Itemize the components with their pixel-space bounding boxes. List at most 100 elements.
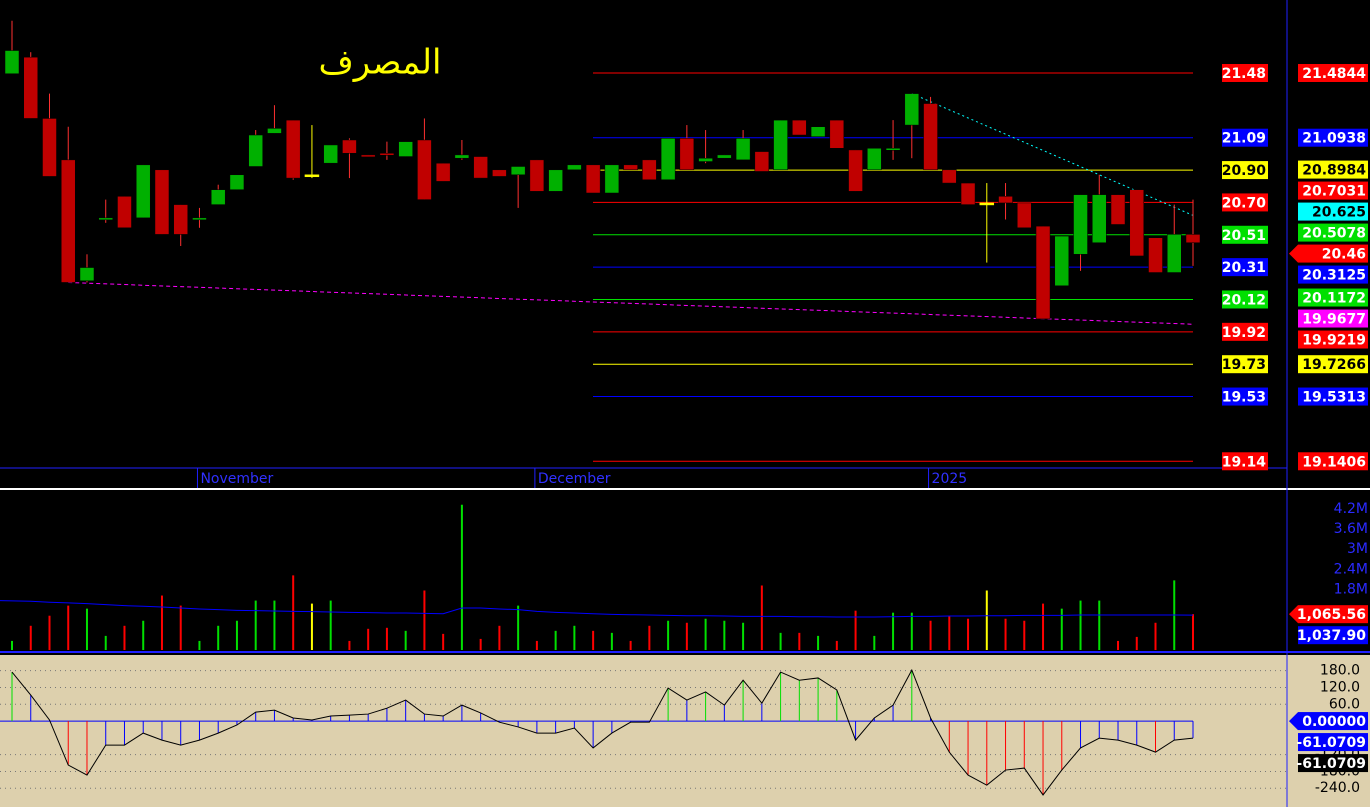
candle-body <box>173 204 188 235</box>
level-label-text: 20.31 <box>1222 260 1266 276</box>
level-label-bg <box>1222 128 1268 147</box>
price-label-text: 20.5078 <box>1302 226 1366 242</box>
level-label: 19.92 <box>1222 322 1268 341</box>
candle-body <box>229 174 245 190</box>
candle-body <box>379 152 395 156</box>
oscillator-zero-label-bg <box>1298 712 1368 731</box>
price-label-bg <box>1298 223 1368 242</box>
candle-body <box>79 267 95 282</box>
candle-body <box>585 164 601 194</box>
price-label-text: 20.8984 <box>1302 163 1366 179</box>
candle-body <box>304 174 320 178</box>
volume-ma-label-text: 1,037.90 <box>1297 628 1366 644</box>
volume-tick-label: 4.2M <box>1334 501 1368 517</box>
price-label: 20.7031 <box>1298 181 1368 200</box>
price-label: 19.1406 <box>1298 452 1368 471</box>
candle-body <box>1054 235 1070 287</box>
candle-body <box>285 119 301 179</box>
volume-tick-label: 3M <box>1347 541 1368 557</box>
volume-ma <box>0 600 1194 618</box>
volume-last-label-bg <box>1298 605 1368 624</box>
oscillator-last-label: -61.0709 <box>1296 754 1368 773</box>
price-label-bg <box>1298 244 1368 263</box>
price-label-text: 19.7266 <box>1302 357 1366 373</box>
level-label-bg <box>1222 258 1268 277</box>
price-label: 19.5313 <box>1298 387 1368 406</box>
oscillator-line <box>11 668 1194 796</box>
candle-body <box>1185 234 1201 243</box>
price-label-text: 20.7031 <box>1302 184 1366 200</box>
candle-body <box>773 119 788 171</box>
trendline <box>911 93 1194 216</box>
candle-body <box>98 217 113 221</box>
x-tick-label: December <box>538 471 611 487</box>
level-label-bg <box>1222 387 1268 406</box>
level-label-text: 20.12 <box>1222 292 1266 308</box>
level-label-text: 21.48 <box>1222 66 1266 82</box>
candle-body <box>267 128 282 134</box>
price-label: 20.1172 <box>1298 288 1368 307</box>
candle-body <box>679 138 695 171</box>
candle-body <box>698 157 713 162</box>
price-label: 20.8984 <box>1298 160 1368 179</box>
level-label-bg <box>1222 355 1268 374</box>
oscillator-tick-label: 60.0 <box>1329 696 1360 712</box>
price-label: 21.0938 <box>1298 128 1368 147</box>
volume-last-label: 1,065.56 <box>1289 605 1368 624</box>
price-label-text: 19.5313 <box>1302 390 1366 406</box>
level-label: 21.09 <box>1222 128 1268 147</box>
candle-body <box>248 134 263 167</box>
candle-body <box>398 141 413 157</box>
candle-body <box>792 119 807 136</box>
price-label-bg <box>1298 160 1368 179</box>
x-tick-label: November <box>200 471 273 487</box>
candle-body <box>642 159 657 180</box>
volume-tick-label: 3.6M <box>1334 521 1368 537</box>
oscillator-last-label-bg <box>1298 733 1368 752</box>
candle-body <box>567 164 582 171</box>
oscillator-tick-label: -240.0 <box>1315 780 1360 796</box>
price-label: 21.4844 <box>1298 63 1368 82</box>
level-label: 19.53 <box>1222 387 1268 406</box>
candle-body <box>604 164 620 194</box>
candle-body <box>529 159 545 192</box>
volume-ma-label: 1,037.90 <box>1297 626 1368 645</box>
candle-body <box>342 139 357 154</box>
candle-body <box>1035 225 1051 320</box>
candle-body <box>1167 234 1182 273</box>
candle-body <box>417 139 432 200</box>
candle-body <box>1110 194 1126 225</box>
volume-last-label-arrow <box>1289 605 1298 624</box>
price-label-arrow <box>1289 244 1298 263</box>
price-label-bg <box>1298 355 1368 374</box>
level-label: 20.12 <box>1222 290 1268 309</box>
candle-body <box>960 182 976 205</box>
level-label-text: 19.92 <box>1222 325 1266 341</box>
candle-body <box>154 169 170 235</box>
level-label: 19.73 <box>1222 355 1268 374</box>
level-label-bg <box>1222 63 1268 82</box>
level-label: 20.90 <box>1222 161 1268 180</box>
price-label-bg <box>1298 181 1368 200</box>
candle-body <box>735 138 751 161</box>
candle-body <box>1092 194 1107 243</box>
level-label: 21.48 <box>1222 63 1268 82</box>
volume-ma-label-bg <box>1298 626 1368 645</box>
candle-body <box>1148 237 1163 273</box>
volume-last-label-text: 1,065.56 <box>1297 607 1366 623</box>
candle-body <box>904 93 920 126</box>
level-label-bg <box>1222 225 1268 244</box>
price-label-bg <box>1298 288 1368 307</box>
candle-body <box>60 159 76 283</box>
oscillator-last-label-text: -61.0709 <box>1296 735 1366 751</box>
price-label: 19.9219 <box>1298 330 1368 349</box>
level-label-bg <box>1222 193 1268 212</box>
oscillator-zero-label: 0.00000 <box>1289 712 1368 731</box>
price-label-text: 20.1172 <box>1302 291 1366 307</box>
candle-body <box>923 103 938 171</box>
level-label-text: 20.90 <box>1222 163 1267 179</box>
candle-body <box>42 118 57 177</box>
oscillator-panel <box>0 655 1370 807</box>
candle-body <box>192 217 207 221</box>
